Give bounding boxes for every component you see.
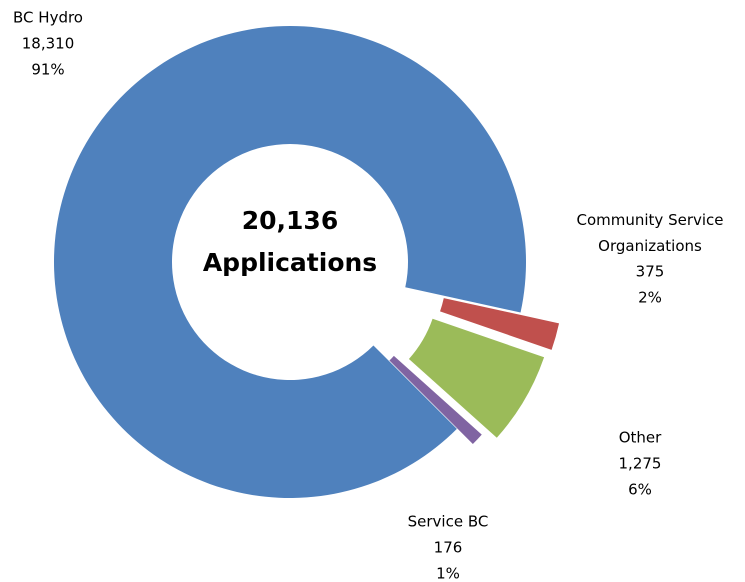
- slice-value: 18,310: [22, 35, 75, 53]
- slice-label: BC Hydro: [13, 9, 83, 27]
- slice-percent: 91%: [31, 61, 64, 79]
- slice-percent: 2%: [638, 289, 662, 307]
- slice-label: Other: [619, 429, 662, 447]
- donut-slice: [53, 25, 526, 498]
- slice-percent: 6%: [628, 481, 652, 499]
- slice-value: 375: [636, 263, 665, 281]
- donut-slice: [440, 298, 560, 350]
- slice-value: 176: [434, 539, 463, 557]
- donut-slice: [408, 318, 545, 438]
- center-text: Applications: [203, 248, 377, 277]
- slice-label: Community Service Organizations: [576, 211, 723, 255]
- donut-slice: [389, 355, 482, 445]
- slice-label: Service BC: [408, 513, 489, 531]
- center-value: 20,136: [242, 206, 338, 235]
- slice-percent: 1%: [436, 565, 460, 582]
- slice-value: 1,275: [619, 455, 662, 473]
